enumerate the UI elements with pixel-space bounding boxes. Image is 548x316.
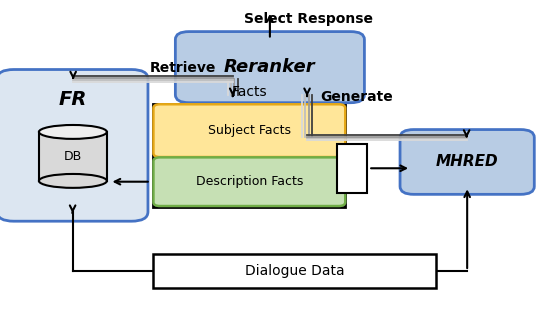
- Ellipse shape: [39, 174, 107, 188]
- Text: Description Facts: Description Facts: [196, 175, 303, 188]
- FancyBboxPatch shape: [153, 104, 345, 157]
- Bar: [39, 132, 107, 181]
- FancyBboxPatch shape: [400, 130, 534, 194]
- FancyBboxPatch shape: [175, 32, 364, 103]
- Ellipse shape: [39, 125, 107, 139]
- FancyBboxPatch shape: [153, 157, 345, 206]
- Text: Select Response: Select Response: [244, 12, 373, 26]
- Text: Generate: Generate: [320, 90, 393, 104]
- Text: Facts: Facts: [231, 85, 267, 99]
- Text: Reranker: Reranker: [224, 58, 316, 76]
- Text: Subject Facts: Subject Facts: [208, 124, 291, 137]
- FancyBboxPatch shape: [0, 70, 148, 221]
- Text: Retrieve: Retrieve: [150, 61, 216, 75]
- Text: FR: FR: [59, 90, 87, 109]
- Bar: [337, 144, 367, 193]
- Text: DB: DB: [64, 150, 82, 163]
- Text: MHRED: MHRED: [436, 155, 499, 169]
- Bar: [153, 254, 436, 288]
- Bar: [153, 104, 345, 207]
- Text: Dialogue Data: Dialogue Data: [245, 264, 344, 278]
